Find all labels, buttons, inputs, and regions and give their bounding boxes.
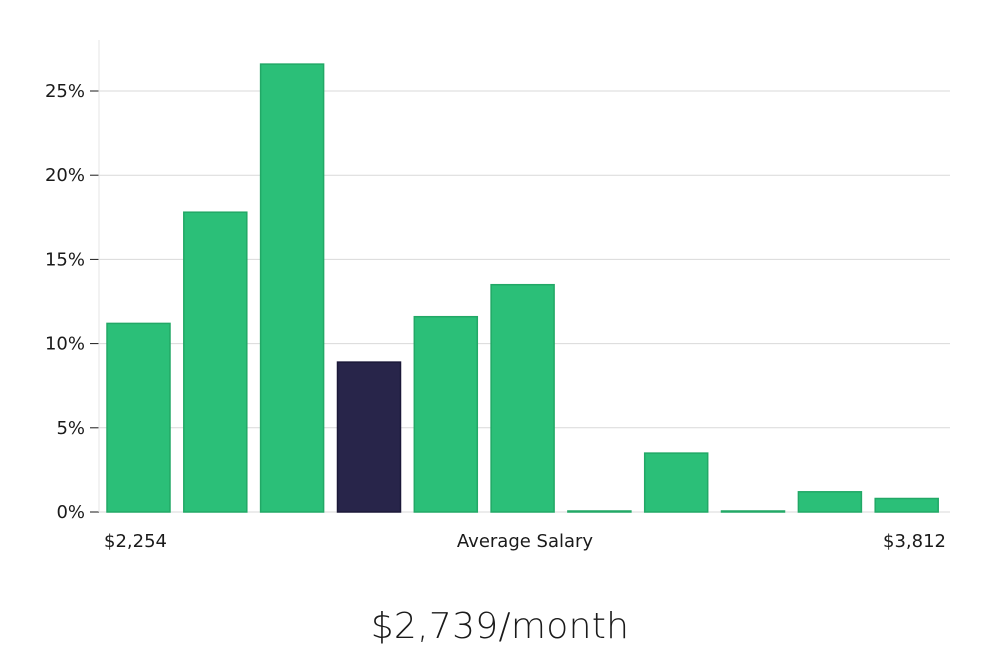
y-axis-ticks: 0% 5% 10% 15% 20% 25% [45,81,99,523]
y-tick-label-0: 0% [56,502,85,523]
bar-6 [490,283,555,513]
bar-7 [567,510,632,513]
average-salary-headline: $2,739/month [370,606,630,647]
bar-10 [797,491,863,513]
salary-histogram: 0% 5% 10% 15% 20% 25% $2,254 Average Salary $… [45,40,950,552]
y-tick-label-15: 15% [45,249,85,270]
x-label-max: $3,812 [883,531,946,552]
bar-2 [183,211,248,513]
bar-3 [259,63,325,513]
bar-5 [413,315,479,513]
bar-11 [874,497,939,513]
y-tick-label-25: 25% [45,81,85,102]
y-tick-label-10: 10% [45,334,85,355]
y-tick-label-5: 5% [56,418,85,439]
bar-8 [643,452,709,513]
bar-9 [720,510,786,513]
y-tick-label-20: 20% [45,165,85,186]
bars [106,63,939,513]
bar-highlighted-average [336,361,402,513]
bar-1 [106,322,171,513]
x-axis-title: Average Salary [457,531,594,552]
x-label-min: $2,254 [104,531,167,552]
